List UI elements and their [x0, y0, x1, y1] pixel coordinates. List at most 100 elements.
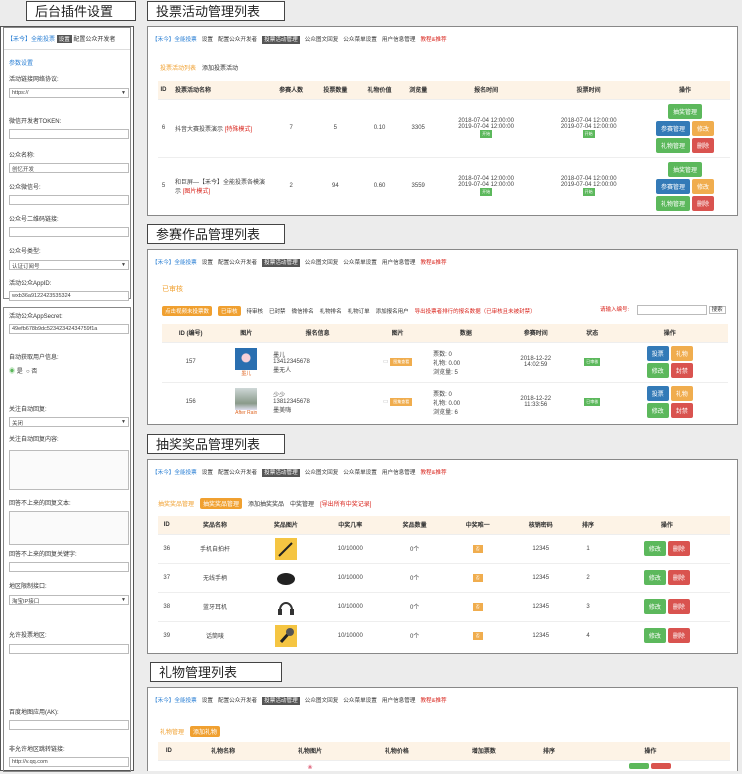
nav-settings[interactable]: 设置	[201, 698, 213, 704]
tab-gift-orders[interactable]: 礼物订单	[347, 309, 370, 315]
token-input[interactable]	[9, 129, 129, 139]
delete-button[interactable]: 删除	[692, 137, 715, 153]
radio-yes-icon[interactable]: ◉	[9, 369, 16, 375]
tab-wechat-rank[interactable]: 微信排名	[291, 309, 314, 315]
tab-gift-rank[interactable]: 礼物排名	[319, 309, 342, 315]
nav-settings[interactable]: 设置	[201, 260, 213, 266]
tab-video-unvoted[interactable]: 点击视频未投票数	[162, 306, 213, 316]
search-button[interactable]: 搜索	[708, 306, 726, 315]
nav-menu[interactable]: 公众菜单设置	[343, 37, 377, 43]
tab-banned[interactable]: 已封禁	[269, 309, 286, 315]
nav-brand[interactable]: 【禾今】全能投票	[152, 37, 197, 43]
delete-button[interactable]	[651, 763, 672, 770]
nav-reply[interactable]: 公众图文回复	[304, 37, 339, 43]
nav-vote-manage[interactable]: 投票活动管理	[262, 697, 300, 705]
follow-content-textarea[interactable]	[9, 450, 129, 490]
nav-users[interactable]: 用户信息管理	[381, 470, 416, 476]
delete-button[interactable]: 删除	[667, 628, 690, 644]
nav-tutorial[interactable]: 教程&推荐	[420, 698, 447, 704]
nav-menu[interactable]: 公众菜单设置	[343, 470, 377, 476]
nav-tutorial[interactable]: 教程&推荐	[420, 260, 447, 266]
nav-config[interactable]: 配置公众开发者	[217, 470, 258, 476]
nav-tutorial[interactable]: 教程&推荐	[420, 37, 447, 43]
tab-add-activity[interactable]: 添加投票活动	[202, 66, 239, 72]
nav-vote-manage[interactable]: 投票活动管理	[262, 36, 300, 44]
account-type-select[interactable]: 认证订阅号 ▼	[9, 260, 129, 270]
appsecret-input[interactable]: 49efb678b9dc52342342434759f1a	[9, 324, 129, 334]
delete-button[interactable]: 删除	[692, 195, 715, 211]
nav-users[interactable]: 用户信息管理	[381, 698, 416, 704]
add-gift-button[interactable]: 添加礼物	[190, 726, 221, 737]
lottery-button[interactable]: 抽奖管理	[667, 103, 702, 119]
nav-brand[interactable]: 【禾今】全能投票	[152, 260, 197, 266]
qrcode-input[interactable]	[9, 227, 129, 237]
nav-menu[interactable]: 公众菜单设置	[343, 260, 377, 266]
search-input[interactable]	[636, 305, 707, 315]
edit-button[interactable]: 修改	[692, 120, 715, 136]
nav-reply[interactable]: 公众图文回复	[304, 698, 339, 704]
vote-button[interactable]: 投票	[646, 346, 669, 361]
tab-pending[interactable]: 待审核	[246, 309, 264, 315]
baidu-ak-input[interactable]	[9, 720, 129, 730]
account-name-input[interactable]: 创忆开发	[9, 163, 129, 173]
config-tab[interactable]: 配置公众开发者	[73, 37, 116, 43]
nav-users[interactable]: 用户信息管理	[381, 37, 416, 43]
nav-settings[interactable]: 设置	[201, 37, 213, 43]
tab-activity-list[interactable]: 投票活动列表	[160, 66, 197, 72]
edit-button[interactable]: 修改	[643, 599, 666, 614]
delete-button[interactable]: 删除	[667, 599, 690, 614]
players-button[interactable]: 参赛管理	[655, 178, 690, 194]
export-link[interactable]: 导出投票者排行的报名数据（已审核且未被封禁）	[414, 309, 536, 315]
allowed-region-input[interactable]	[9, 644, 129, 654]
tab-add-signup[interactable]: 添加报名用户	[375, 309, 409, 315]
lottery-button[interactable]: 抽奖管理	[667, 161, 702, 177]
edit-button[interactable]: 修改	[692, 178, 715, 194]
view-images-button[interactable]: 图集查看	[390, 398, 413, 407]
tab-add-prize[interactable]: 添加抽奖奖品	[248, 502, 285, 508]
delete-button[interactable]: 删除	[667, 541, 690, 556]
ban-button[interactable]: 封禁	[670, 403, 693, 419]
tab-prize-manage[interactable]: 抽奖奖品管理	[200, 498, 243, 509]
nav-users[interactable]: 用户信息管理	[381, 260, 416, 266]
region-api-select[interactable]: 淘宝IP接口 ▼	[9, 595, 129, 605]
edit-button[interactable]: 修改	[646, 363, 669, 378]
export-winners-link[interactable]: [导出所有中奖记录]	[320, 502, 372, 508]
gift-button[interactable]: 礼物管理	[655, 137, 690, 153]
nav-reply[interactable]: 公众图文回复	[304, 470, 339, 476]
nav-brand[interactable]: 【禾今】全能投票	[152, 698, 197, 704]
edit-button[interactable]: 修改	[643, 570, 666, 585]
edit-button[interactable]: 修改	[643, 628, 666, 644]
nav-menu[interactable]: 公众菜单设置	[343, 698, 377, 704]
gift-button[interactable]: 礼物	[670, 346, 693, 361]
follow-reply-select[interactable]: 关闭 ▼	[9, 417, 129, 427]
gift-button[interactable]: 礼物管理	[655, 195, 690, 211]
edit-button[interactable]	[629, 763, 650, 770]
nav-config[interactable]: 配置公众开发者	[217, 37, 258, 43]
nav-config[interactable]: 配置公众开发者	[217, 260, 258, 266]
radio-no-icon[interactable]: ○	[26, 369, 30, 375]
players-button[interactable]: 参赛管理	[655, 120, 690, 136]
gift-button[interactable]: 礼物	[670, 386, 693, 402]
appid-input[interactable]: wxb36a9122423535324	[9, 291, 129, 301]
nav-config[interactable]: 配置公众开发者	[217, 698, 258, 704]
delete-button[interactable]: 删除	[667, 570, 690, 585]
protocol-select[interactable]: https:// ▼	[9, 88, 129, 98]
wechat-id-input[interactable]	[9, 195, 129, 205]
redirect-input[interactable]: http://v.qq.com	[9, 757, 129, 767]
tab-approved[interactable]: 已审核	[218, 306, 241, 316]
edit-button[interactable]: 修改	[643, 541, 666, 556]
vote-button[interactable]: 投票	[646, 386, 669, 402]
fallback-keyword-input[interactable]	[9, 562, 129, 572]
fallback-text-textarea[interactable]	[9, 511, 129, 545]
nav-brand[interactable]: 【禾今】全能投票	[152, 470, 197, 476]
nav-vote-manage[interactable]: 投票活动管理	[262, 469, 300, 477]
nav-tutorial[interactable]: 教程&推荐	[420, 470, 447, 476]
view-images-button[interactable]: 图集查看	[390, 358, 413, 366]
ban-button[interactable]: 封禁	[670, 363, 693, 378]
nav-reply[interactable]: 公众图文回复	[304, 260, 339, 266]
nav-settings[interactable]: 设置	[201, 470, 213, 476]
nav-vote-manage[interactable]: 投票活动管理	[262, 259, 300, 267]
edit-button[interactable]: 修改	[646, 403, 669, 419]
brand-link[interactable]: 【禾今】全能投票	[7, 37, 56, 43]
tab-winners[interactable]: 中奖管理	[290, 502, 315, 508]
